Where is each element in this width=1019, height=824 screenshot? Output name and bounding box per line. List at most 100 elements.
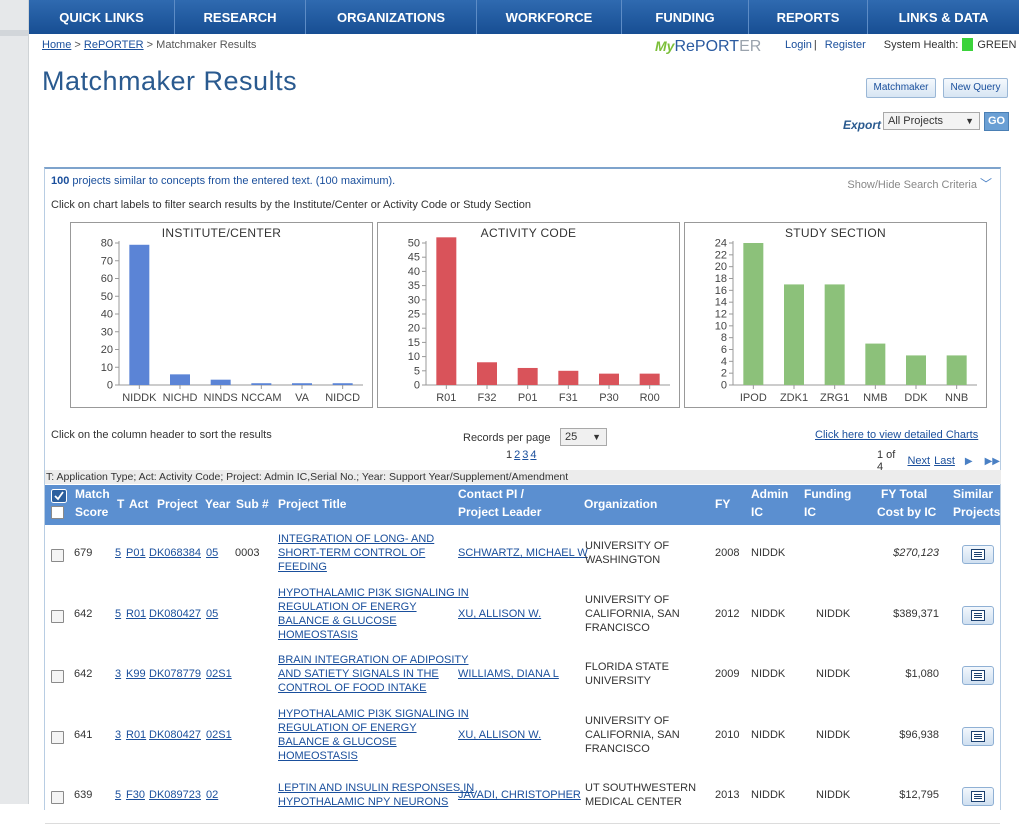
project-title-link[interactable]: REGULATION OF ENERGY [278,722,417,734]
col-project-title[interactable]: Project Title [278,497,347,511]
x-tick-label[interactable]: F31 [559,392,578,404]
row-checkbox[interactable] [51,791,64,804]
project-title-link[interactable]: HYPOTHALAMIC NPY NEURONS [278,796,449,808]
project-number-link[interactable]: DK089723 [149,789,201,801]
contact-pi-link[interactable]: JAVADI, CHRISTOPHER [458,789,581,801]
x-tick-label[interactable]: IPOD [740,392,767,404]
register-link[interactable]: Register [824,38,866,51]
col-sub[interactable]: Sub # [236,497,269,511]
row-checkbox[interactable] [51,549,64,562]
row-checkbox[interactable] [51,610,64,623]
pager-last[interactable]: Last [934,455,955,467]
project-title-link[interactable]: FEEDING [278,561,327,573]
col-activity[interactable]: Act [129,497,149,511]
bar-f32[interactable] [477,362,497,385]
project-title-link[interactable]: HOMEOSTASIS [278,750,358,762]
project-title-link[interactable]: INTEGRATION OF LONG- AND [278,533,435,545]
project-title-link[interactable]: HYPOTHALAMIC PI3K SIGNALING IN [278,587,469,599]
x-tick-label[interactable]: NNB [945,392,968,404]
row-checkbox[interactable] [51,670,64,683]
project-title-link[interactable]: AND SATIETY SIGNALS IN THE [278,668,439,680]
similar-projects-button[interactable] [962,787,994,806]
col-type[interactable]: T [117,497,125,511]
x-tick-label[interactable]: VA [295,392,310,404]
select-all-checkbox-box[interactable] [51,506,64,519]
bar-niddk[interactable] [129,244,150,385]
next-arrow-icon[interactable]: ▶ [964,455,973,467]
go-button[interactable]: GO [984,112,1009,131]
bar-ddk[interactable] [906,355,926,385]
bar-ipod[interactable] [743,243,764,385]
pager-next[interactable]: Next [907,455,931,467]
activity-code-link[interactable]: P01 [126,547,146,559]
x-tick-label[interactable]: NINDS [204,392,238,404]
bar-zdk1[interactable] [784,284,804,385]
project-title-link[interactable]: BALANCE & GLUCOSE [278,615,397,627]
similar-projects-button-face[interactable] [962,727,994,746]
similar-projects-button-face[interactable] [962,666,994,685]
similar-projects-button-face[interactable] [962,606,994,625]
col-fy-total[interactable]: FY Total [881,487,928,501]
similar-projects-button[interactable] [962,545,994,564]
col-contact-pi[interactable]: Contact PI / [458,487,525,501]
bar-p01[interactable] [517,367,538,385]
col-admin[interactable]: Admin [751,487,789,501]
row-checkbox-box[interactable] [51,549,64,562]
application-type-link[interactable]: 5 [115,789,122,801]
bar-nichd[interactable] [170,374,190,385]
col-similar[interactable]: Similar [953,487,994,501]
project-number-link[interactable]: DK068384 [149,547,201,559]
x-tick-label[interactable]: P01 [518,392,538,404]
show-hide-criteria[interactable]: Show/Hide Search Criteria ﹀ [847,175,992,192]
contact-pi-link[interactable]: SCHWARTZ, MICHAEL W [458,547,588,559]
similar-projects-button-face[interactable] [962,545,994,564]
similar-projects-button[interactable] [962,727,994,746]
x-tick-label[interactable]: R00 [640,392,660,404]
export-select[interactable]: All Projects ▼ [883,112,980,130]
col-admin-ic[interactable]: IC [751,505,763,519]
page-link-3[interactable]: 3 [522,449,529,461]
project-title-link[interactable]: BALANCE & GLUCOSE [278,736,397,748]
bar-va[interactable] [292,383,312,385]
bar-nccam[interactable] [251,383,272,385]
view-detailed-charts-link[interactable]: Click here to view detailed Charts [815,429,979,441]
x-tick-label[interactable]: DDK [904,392,928,404]
page-link-2[interactable]: 2 [514,449,521,461]
login-link[interactable]: Login [785,38,812,51]
col-fy[interactable]: FY [715,497,731,511]
x-tick-label[interactable]: NICHD [163,392,198,404]
breadcrumb-reporter[interactable]: RePORTER [83,39,144,51]
select-all-checkbox[interactable] [51,506,64,519]
col-organization[interactable]: Organization [584,497,658,511]
select-all-icon[interactable] [51,489,67,503]
support-year-link[interactable]: 02S1 [206,729,232,741]
similar-projects-button[interactable] [962,666,994,685]
x-tick-label[interactable]: F32 [478,392,497,404]
application-type-link[interactable]: 5 [115,608,122,620]
project-title-link[interactable]: CONTROL OF FOOD INTAKE [278,682,427,694]
row-checkbox-box[interactable] [51,731,64,744]
page-link-4[interactable]: 4 [530,449,537,461]
nav-links-data[interactable]: LINKS & DATA [898,10,989,25]
support-year-link[interactable]: 02 [206,789,219,801]
project-title-link[interactable]: REGULATION OF ENERGY [278,601,417,613]
activity-code-link[interactable]: R01 [126,729,147,741]
application-type-link[interactable]: 5 [115,547,122,559]
contact-pi-link[interactable]: XU, ALLISON W. [458,608,542,620]
bar-zrg1[interactable] [824,284,845,385]
bar-nmb[interactable] [865,343,886,385]
new-query-button[interactable]: New Query [943,78,1008,98]
bar-nnb[interactable] [946,355,967,385]
application-type-link[interactable]: 3 [115,668,122,680]
col-funding-ic[interactable]: IC [804,505,816,519]
x-tick-label[interactable]: ZDK1 [780,392,808,404]
bar-nidcd[interactable] [332,383,353,385]
nav-funding[interactable]: FUNDING [622,0,749,34]
similar-projects-button[interactable] [962,606,994,625]
matchmaker-button[interactable]: Matchmaker [866,78,936,98]
activity-code-link[interactable]: R01 [126,608,147,620]
x-tick-label[interactable]: ZRG1 [820,392,849,404]
row-checkbox-box[interactable] [51,670,64,683]
bar-p30[interactable] [599,373,619,385]
myreporter-logo[interactable]: MyRePORTER [655,36,761,56]
